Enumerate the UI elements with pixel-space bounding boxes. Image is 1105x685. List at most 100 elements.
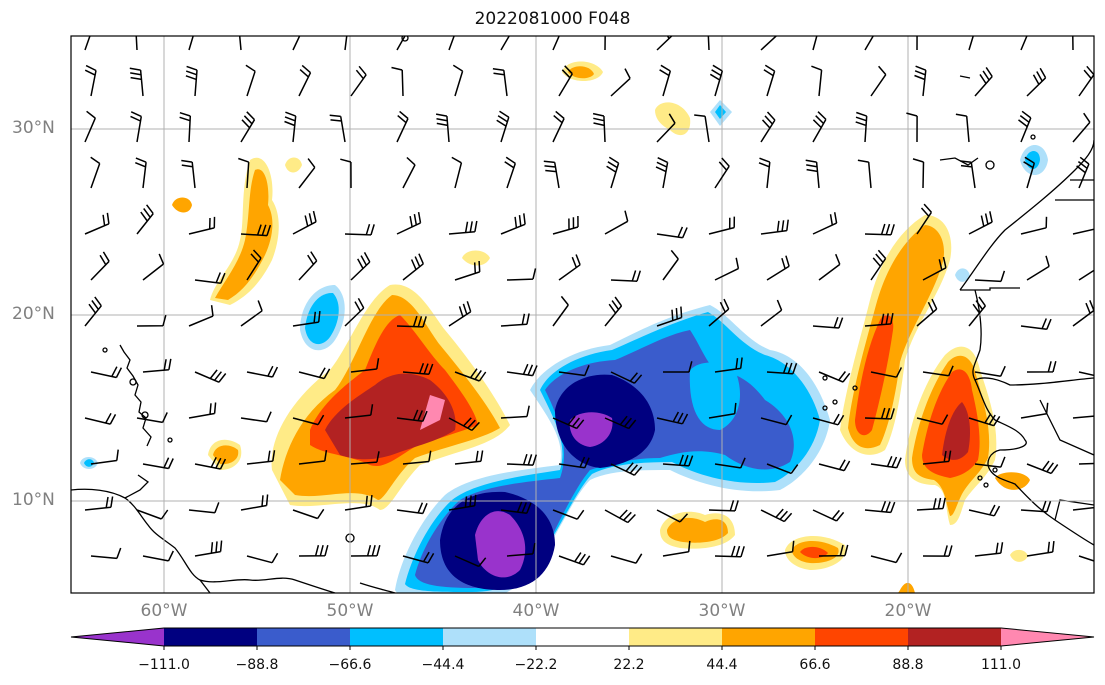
colorbar-tick-label: −66.6 [328, 657, 372, 673]
wind-barb [179, 111, 192, 143]
wind-barb [558, 552, 591, 566]
wind-barb [960, 160, 976, 189]
wind-barb [298, 251, 318, 281]
wind-barb [714, 457, 746, 469]
wind-barb [760, 111, 776, 143]
wind-barb [604, 415, 637, 430]
wind-barb [604, 296, 623, 327]
wind-barb [298, 158, 316, 189]
wind-barb [435, 113, 450, 143]
wind-barb [974, 270, 1006, 283]
wind-barb [396, 409, 428, 423]
colorbar-segment [536, 628, 629, 646]
wind-barb [552, 509, 585, 520]
wind-barb [194, 272, 226, 284]
field-region [215, 169, 273, 300]
wind-barb [350, 358, 380, 373]
wind-barb [142, 457, 174, 470]
colorbar-tick-label: −44.4 [421, 657, 465, 673]
wind-barb [864, 407, 895, 420]
wind-barb [656, 306, 683, 327]
wind-barb [604, 210, 629, 235]
wind-barb [90, 251, 110, 281]
wind-barb [714, 257, 740, 281]
wind-barb [84, 36, 91, 51]
wind-barb [84, 64, 97, 97]
wind-barb [1072, 36, 1074, 51]
wind-barb [298, 545, 329, 557]
gridlines [71, 36, 1094, 593]
field-region [667, 517, 728, 543]
wind-barb [552, 36, 560, 51]
wind-barb [284, 111, 297, 143]
wind-barb [136, 509, 169, 520]
wind-barb [396, 110, 409, 143]
wind-barb [974, 456, 1006, 468]
wind-barb [1020, 318, 1052, 331]
wind-barb [655, 157, 669, 189]
wind-barb [812, 212, 838, 235]
colorbar-tick-label: 88.8 [892, 657, 924, 673]
lat-label: 20°N [12, 304, 55, 324]
wind-barb [922, 256, 947, 281]
wind-barb [298, 449, 328, 465]
wind-barb [496, 110, 510, 143]
wind-barb [543, 160, 560, 189]
wind-barb [402, 253, 424, 281]
wind-barb [188, 402, 217, 419]
wind-barb [922, 365, 954, 377]
wind-barb [504, 156, 517, 189]
wind-barb [181, 159, 196, 189]
wind-barb [84, 412, 117, 425]
field-region [420, 395, 445, 430]
wind-barb [454, 450, 484, 465]
wind-barb [1026, 541, 1055, 557]
wind-barb [396, 36, 406, 51]
field-region [213, 445, 239, 465]
wind-barb [864, 500, 896, 514]
wind-barb [760, 219, 789, 235]
field-region [84, 459, 94, 467]
wind-barb [968, 504, 1001, 517]
wind-barb [396, 211, 422, 235]
wind-barb [916, 203, 933, 235]
wind-barb [811, 65, 823, 97]
wind-barb [454, 260, 481, 281]
field-region [785, 380, 803, 396]
wind-barb [709, 64, 724, 97]
wind-barb [135, 157, 147, 189]
wind-barb [766, 540, 795, 557]
wind-barb [84, 110, 96, 143]
wind-barb [818, 544, 849, 557]
wind-barb [662, 249, 679, 281]
wind-barb [663, 361, 693, 373]
lon-label: 50°W [326, 601, 374, 621]
colorbar-tick-label: −111.0 [138, 657, 190, 673]
wind-barb [506, 542, 536, 557]
wind-barb [298, 367, 331, 380]
field-region [172, 197, 192, 213]
wind-barb [448, 417, 480, 432]
wind-barb [448, 301, 472, 327]
wind-barb [90, 547, 122, 560]
field-region [475, 511, 526, 578]
wind-barb [662, 540, 691, 557]
lon-label: 20°W [884, 601, 932, 621]
wind-barbs [84, 36, 1094, 568]
wind-barb [968, 211, 993, 235]
wind-barb [708, 500, 739, 512]
wind-barb [870, 552, 903, 564]
wind-barb [1072, 112, 1091, 143]
wind-barb [604, 509, 636, 524]
wind-barb [298, 64, 312, 97]
field-region [942, 402, 970, 460]
wind-barb [760, 36, 778, 51]
wind-barb [240, 111, 256, 143]
wind-barb [707, 36, 710, 51]
wind-barb [188, 216, 216, 235]
field-region [715, 105, 726, 119]
wind-barb [500, 405, 530, 419]
wind-barb [1072, 228, 1094, 235]
wind-barb [708, 298, 730, 327]
wind-barb [240, 300, 263, 327]
